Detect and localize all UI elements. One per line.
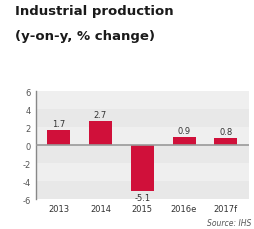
Text: 0.8: 0.8 (219, 128, 232, 137)
Bar (36, 163, 249, 181)
Text: 0.9: 0.9 (178, 127, 191, 136)
Text: -5.1: -5.1 (134, 193, 150, 202)
Bar (131, 145, 154, 191)
Bar (47, 130, 70, 145)
Bar (36, 181, 249, 199)
Bar (36, 109, 249, 128)
Bar (36, 145, 249, 163)
Bar (36, 92, 249, 109)
Text: (y-on-y, % change): (y-on-y, % change) (15, 30, 155, 43)
Bar (172, 137, 196, 145)
Bar (214, 138, 237, 145)
Text: 1.7: 1.7 (52, 120, 65, 128)
Text: Source: IHS: Source: IHS (207, 218, 251, 227)
Bar (89, 121, 112, 145)
Bar (36, 128, 249, 145)
Text: Industrial production: Industrial production (15, 5, 174, 18)
Text: 2.7: 2.7 (94, 111, 107, 120)
